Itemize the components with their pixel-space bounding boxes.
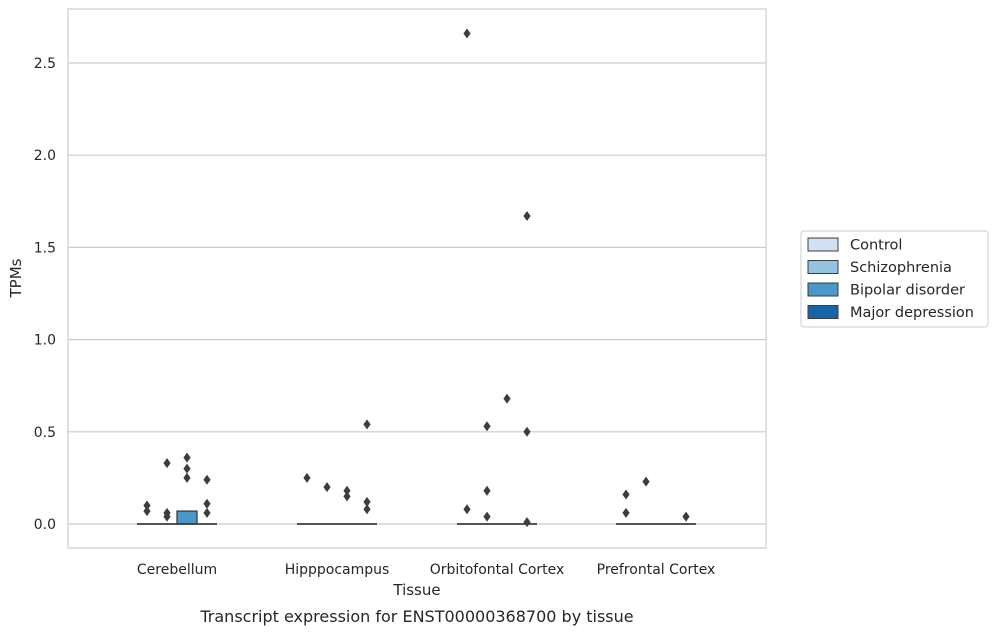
- y-tick-label: 1.5: [34, 240, 56, 256]
- outlier-point: [363, 504, 371, 515]
- box: [176, 510, 198, 525]
- chart-caption: Transcript expression for ENST0000036870…: [199, 607, 633, 626]
- outlier-point: [463, 28, 471, 39]
- legend-frame: [800, 230, 989, 328]
- x-axis-title: Tissue: [392, 581, 440, 599]
- outlier-point: [622, 507, 630, 518]
- outlier-point: [163, 458, 171, 469]
- outlier-point: [503, 393, 511, 404]
- outlier-point: [343, 491, 351, 502]
- x-tick-label: Prefrontal Cortex: [597, 562, 716, 578]
- outlier-point: [523, 211, 531, 222]
- legend-label: Schizophrenia: [850, 260, 952, 276]
- outlier-point: [483, 421, 491, 432]
- outlier-point: [203, 498, 211, 509]
- x-tick-label: Cerebellum: [137, 562, 217, 578]
- boxes-layer: [137, 510, 696, 525]
- grid-lines: [68, 62, 766, 525]
- x-tick-labels: Cerebellum Hipppocampus Orbitofontal Corte…: [137, 562, 715, 578]
- y-tick-label: 0.0: [34, 517, 56, 533]
- legend-label: Bipolar disorder: [850, 283, 965, 299]
- outlier-point: [483, 485, 491, 496]
- outlier-point: [203, 507, 211, 518]
- outlier-point: [183, 472, 191, 483]
- outlier-point: [143, 500, 151, 511]
- legend-swatch: [807, 237, 839, 252]
- legend-label: Control: [850, 238, 902, 254]
- x-tick-label: Orbitofontal Cortex: [430, 562, 565, 578]
- legend-swatch: [807, 260, 839, 274]
- outlier-point: [363, 419, 371, 430]
- outliers-layer: [143, 28, 690, 528]
- legend-label: Major depression: [850, 305, 974, 321]
- outlier-point: [682, 511, 690, 522]
- y-tick-label: 0.5: [34, 425, 56, 441]
- legend: Control Schizophrenia Bipolar disorder Majo…: [800, 230, 989, 328]
- outlier-point: [622, 489, 630, 500]
- outlier-point: [483, 511, 491, 522]
- outlier-point: [642, 476, 650, 487]
- outlier-point: [163, 511, 171, 522]
- legend-swatch: [807, 282, 839, 297]
- x-tick-label: Hipppocampus: [285, 562, 390, 578]
- y-tick-label: 2.5: [34, 56, 56, 72]
- outlier-point: [323, 482, 331, 493]
- outlier-point: [303, 472, 311, 483]
- outlier-point: [203, 474, 211, 485]
- outlier-point: [523, 517, 531, 528]
- plot-frame: [67, 8, 767, 549]
- y-tick-labels: 0.0 0.5 1.0 1.5 2.0 2.5: [34, 56, 56, 533]
- outlier-point: [143, 506, 151, 517]
- legend-swatch: [807, 305, 839, 319]
- outlier-point: [183, 452, 191, 463]
- outlier-point: [363, 496, 371, 507]
- y-tick-label: 1.0: [34, 333, 56, 349]
- outlier-point: [343, 485, 351, 496]
- outlier-point: [523, 426, 531, 437]
- outlier-point: [183, 463, 191, 474]
- y-tick-label: 2.0: [34, 148, 56, 164]
- outlier-point: [463, 504, 471, 515]
- y-axis-title: TPMs: [7, 258, 25, 298]
